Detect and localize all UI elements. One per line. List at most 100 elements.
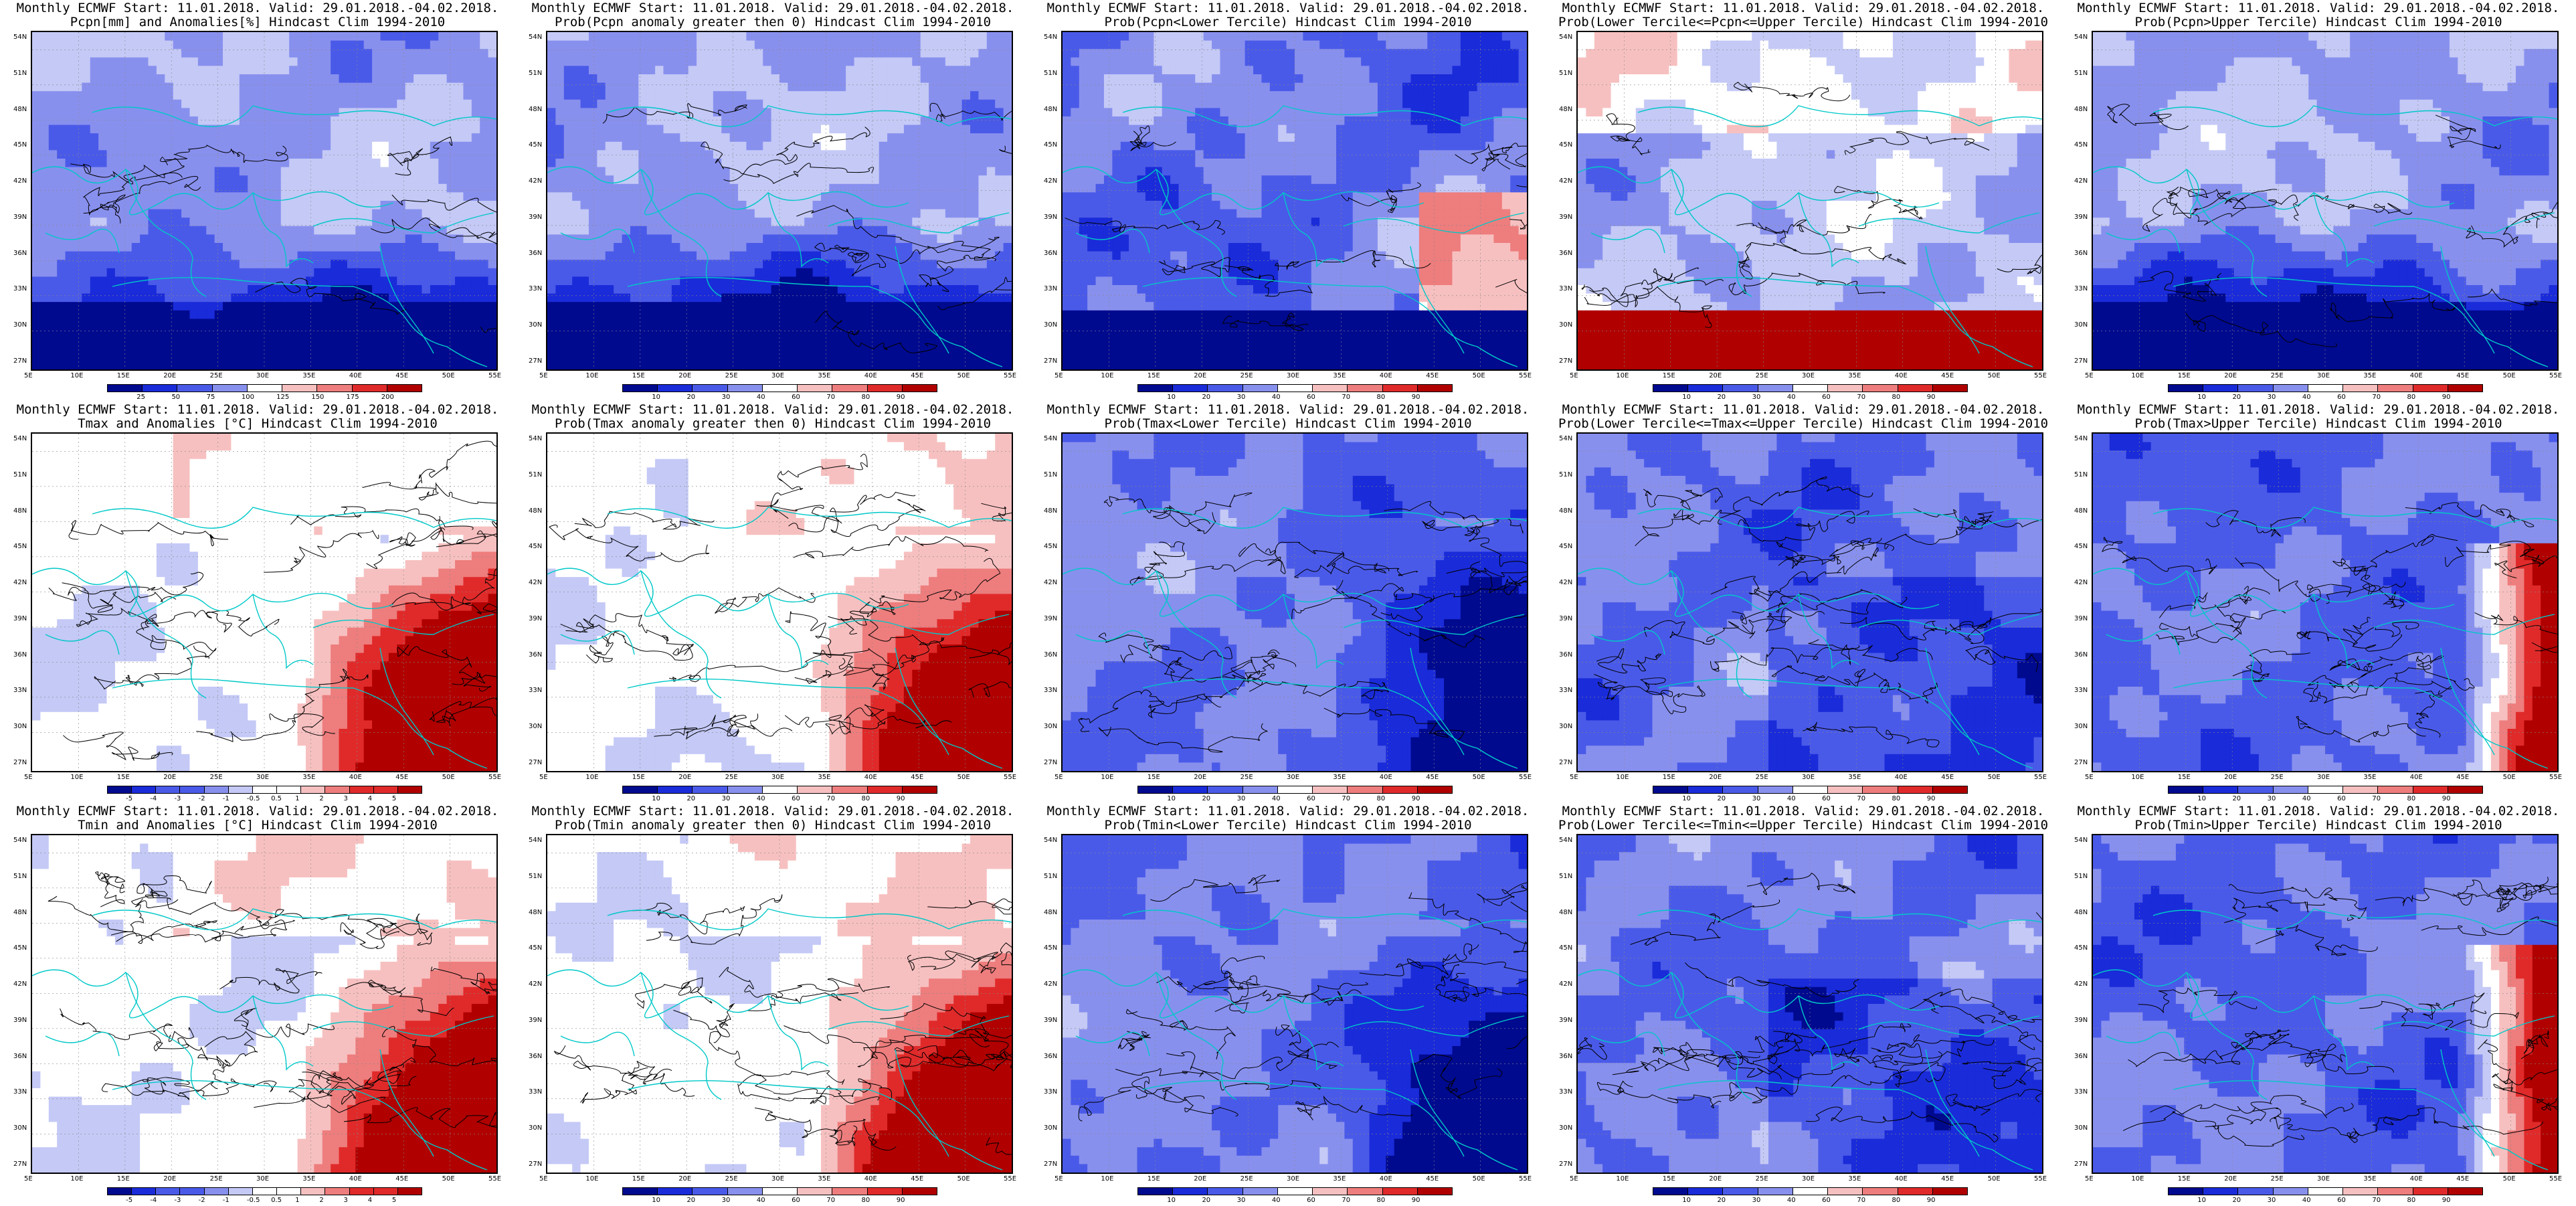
legend-color-cell xyxy=(276,1187,301,1195)
legend-tick-label: 80 xyxy=(862,1197,870,1204)
lon-tick-label: 45E xyxy=(911,774,923,781)
lat-tick-label: 39N xyxy=(1559,213,1572,221)
lon-tick-label: 25E xyxy=(1240,372,1253,379)
lon-tick-label: 15E xyxy=(1147,1175,1160,1183)
lon-tick-label: 40E xyxy=(1380,1175,1392,1183)
legend-tick-label: -0.5 xyxy=(247,795,260,802)
legend-color-cell xyxy=(387,384,422,392)
legend-tick-label: 3 xyxy=(344,795,348,802)
legend-tick-label: 30 xyxy=(2268,795,2276,802)
lon-tick-label: 55E xyxy=(488,774,501,781)
lat-tick-label: 42N xyxy=(1559,980,1572,988)
map-field-svg xyxy=(1578,32,2042,369)
lon-tick-label: 40E xyxy=(349,774,362,781)
legend-color-cell xyxy=(2168,1187,2203,1195)
panel-title-line2: Prob(Tmax<Lower Tercile) Hindcast Clim 1… xyxy=(1030,417,1546,431)
legend-color-cell xyxy=(832,1187,867,1195)
lat-tick-label: 48N xyxy=(1044,106,1057,113)
lat-tick-label: 27N xyxy=(1044,759,1057,766)
lat-tick-label: 48N xyxy=(2074,909,2088,916)
lon-tick-label: 25E xyxy=(725,774,738,781)
legend-color-cell xyxy=(1137,786,1173,794)
lon-tick-label: 15E xyxy=(2178,774,2191,781)
lat-tick-label: 51N xyxy=(1044,70,1057,77)
lat-tick-label: 51N xyxy=(1559,70,1572,77)
legend-color-cell xyxy=(902,1187,937,1195)
legend-color-cell xyxy=(2413,384,2448,392)
lon-tick-label: 45E xyxy=(2456,1175,2469,1183)
lon-tick-label: 20E xyxy=(1194,1175,1206,1183)
legend-color-cell xyxy=(325,1187,349,1195)
lat-tick-label: 27N xyxy=(529,1160,542,1168)
lon-tick-label: 5E xyxy=(539,372,548,379)
lat-tick-label: 54N xyxy=(1044,33,1057,41)
lon-tick-label: 15E xyxy=(1663,774,1675,781)
lat-tick-label: 36N xyxy=(529,1053,542,1060)
lon-tick-label: 40E xyxy=(349,372,362,379)
legend-tick-label: 30 xyxy=(722,394,731,401)
legend-color-cell xyxy=(1687,384,1723,392)
panel-title-line2: Prob(Tmin anomaly greater then 0) Hindca… xyxy=(515,819,1030,833)
lon-tick-label: 10E xyxy=(1101,372,1113,379)
lon-tick-label: 5E xyxy=(2085,774,2094,781)
lat-tick-label: 45N xyxy=(1559,543,1572,550)
lon-tick-label: 5E xyxy=(539,774,548,781)
lat-tick-label: 36N xyxy=(13,250,27,257)
lon-tick-label: 55E xyxy=(2549,774,2562,781)
lat-tick-label: 30N xyxy=(1559,723,1572,730)
legend-color-cell xyxy=(2203,384,2238,392)
legend-tick-label: 90 xyxy=(1412,1197,1420,1204)
lat-tick-label: 36N xyxy=(1044,651,1057,659)
lat-tick-label: 54N xyxy=(529,435,542,442)
panel-title-line2: Prob(Pcpn anomaly greater then 0) Hindca… xyxy=(515,15,1030,29)
lon-tick-label: 30E xyxy=(1802,372,1815,379)
legend-tick-label: -2 xyxy=(199,795,205,802)
legend-color-cell xyxy=(177,384,212,392)
legend-tick-label: 5 xyxy=(392,795,396,802)
legend-color-cell xyxy=(1932,384,1968,392)
map-field-svg xyxy=(1063,434,1527,771)
lon-tick-label: 15E xyxy=(632,774,645,781)
legend-color-cell xyxy=(2273,1187,2308,1195)
legend-color-cell xyxy=(1347,1187,1382,1195)
lon-tick-label: 5E xyxy=(1054,372,1063,379)
lat-tick-label: 30N xyxy=(2074,321,2088,329)
forecast-map-panel: Monthly ECMWF Start: 11.01.2018. Valid: … xyxy=(0,0,515,402)
legend-tick-label: 70 xyxy=(1342,1197,1350,1204)
lon-tick-label: 35E xyxy=(1333,1175,1346,1183)
legend-tick-label: 80 xyxy=(862,795,870,802)
lat-tick-label: 42N xyxy=(2074,980,2088,988)
lat-tick-label: 27N xyxy=(13,357,27,365)
lon-tick-label: 25E xyxy=(210,774,223,781)
legend-tick-label: 80 xyxy=(2407,795,2416,802)
panel-title-line1: Monthly ECMWF Start: 11.01.2018. Valid: … xyxy=(1030,1,1546,15)
legend-color-cell xyxy=(204,1187,229,1195)
lat-tick-label: 45N xyxy=(1044,543,1057,550)
legend-color-cell xyxy=(2273,786,2308,794)
lon-tick-label: 10E xyxy=(585,1175,598,1183)
lon-tick-label: 40E xyxy=(2410,372,2423,379)
legend-color-cell xyxy=(2168,786,2203,794)
lon-tick-label: 20E xyxy=(163,1175,176,1183)
legend-tick-label: 60 xyxy=(792,795,800,802)
legend-color-cell xyxy=(204,786,229,794)
forecast-map-panel: Monthly ECMWF Start: 11.01.2018. Valid: … xyxy=(1030,0,1546,402)
lat-tick-label: 48N xyxy=(529,909,542,916)
legend-tick-label: 40 xyxy=(2302,795,2311,802)
map-area xyxy=(1061,31,1528,371)
lat-tick-label: 42N xyxy=(1559,579,1572,586)
lon-tick-label: 50E xyxy=(1988,774,2001,781)
legend-tick-label: -3 xyxy=(174,1197,181,1204)
lat-tick-label: 36N xyxy=(1044,250,1057,257)
lon-tick-label: 40E xyxy=(1380,372,1392,379)
lat-tick-label: 51N xyxy=(13,471,27,479)
legend-color-cell xyxy=(1347,384,1382,392)
lon-tick-label: 45E xyxy=(1941,774,1954,781)
lat-tick-label: 39N xyxy=(13,1017,27,1024)
lon-tick-label: 50E xyxy=(442,372,455,379)
legend-tick-label: 30 xyxy=(1237,394,1246,401)
legend-color-cell xyxy=(2448,384,2483,392)
map-area xyxy=(31,834,498,1174)
